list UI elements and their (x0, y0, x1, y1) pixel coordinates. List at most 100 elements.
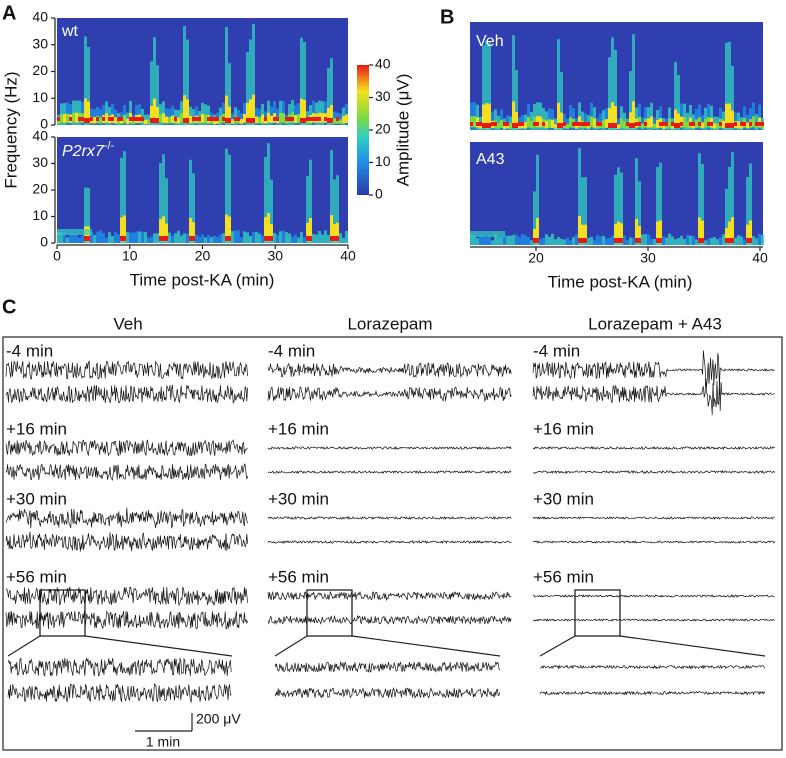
spectro-cell (138, 117, 141, 121)
spectro-cell (518, 123, 521, 129)
column-title: Veh (113, 314, 142, 333)
spectro-cell (575, 124, 578, 129)
spectro-cell (680, 122, 683, 126)
spectro-cell (147, 119, 150, 124)
spectro-cell (90, 232, 93, 243)
spectro-cell (596, 123, 599, 129)
spectro-burst (581, 224, 584, 242)
spectro-burst (84, 118, 87, 123)
spectro-burst (674, 61, 677, 130)
spectro-cell (258, 233, 261, 243)
spectro-burst (731, 110, 734, 127)
spectro-cell (602, 235, 605, 245)
spectro-cell (644, 234, 647, 245)
spectro-burst (557, 123, 560, 128)
eeg-trace (532, 540, 775, 544)
spectro-cell (159, 114, 162, 123)
spectro-cell (497, 122, 500, 129)
row-label: +16 min (6, 419, 67, 438)
spectro-cell (641, 234, 644, 245)
spectro-burst (488, 103, 491, 126)
spectro-cell (698, 122, 701, 126)
spectro-cell (312, 100, 315, 125)
colorbar-tick-label: 40 (375, 56, 391, 72)
spectro-cell (488, 235, 491, 245)
eeg-trace (532, 618, 775, 622)
spectro-cell (171, 235, 174, 243)
spectro-burst (123, 151, 126, 243)
spectro-cell (141, 231, 144, 243)
spectro-cell (698, 104, 701, 130)
spectro-cell (216, 118, 219, 124)
spectro-cell (285, 119, 288, 124)
spectro-cell (596, 122, 599, 126)
spectro-burst (629, 123, 632, 128)
colorbar-tick-label: 30 (375, 88, 391, 104)
spectro-cell (234, 117, 237, 121)
spectro-cell (653, 123, 656, 129)
spectro-burst (249, 99, 252, 121)
spectro-cell (180, 113, 183, 123)
spectro-cell (213, 119, 216, 124)
spectro-burst (192, 222, 195, 240)
eeg-trace (267, 445, 512, 450)
spectro-cell (126, 118, 129, 124)
spectro-cell (120, 117, 123, 121)
eeg-trace (539, 690, 766, 696)
spectro-burst (728, 221, 731, 242)
panel-label: C (2, 296, 16, 318)
spectro-burst (162, 216, 165, 239)
panel-label: A (2, 2, 16, 24)
spectro-burst (150, 61, 153, 125)
zoom-box (574, 589, 621, 637)
spectro-cell (623, 121, 626, 129)
eeg-trace (532, 378, 775, 415)
spectro-cell (602, 120, 605, 129)
spectro-burst (533, 228, 536, 243)
spectro-cell (680, 235, 683, 245)
spectro-cell (237, 117, 240, 121)
x-tick-label: 20 (528, 250, 544, 266)
spectro-cell (96, 117, 99, 121)
spectro-burst (150, 118, 153, 123)
spectro-cell (641, 123, 644, 129)
spectro-burst (189, 159, 192, 243)
spectro-burst (515, 123, 518, 128)
label-superscript: -/- (104, 140, 115, 152)
y-axis-label: Frequency (Hz) (1, 71, 20, 188)
spectro-cell (572, 237, 575, 245)
spectro-cell (527, 117, 530, 128)
spectro-cell (96, 231, 99, 243)
spectro-cell (318, 117, 321, 121)
spectro-burst (303, 118, 306, 123)
spectro-burst (300, 118, 303, 123)
spectro-cell (114, 117, 117, 124)
spectro-cell (536, 116, 539, 128)
spectro-cell (479, 123, 482, 129)
spectro-burst (306, 176, 309, 243)
spectro-burst (84, 236, 87, 241)
spectro-cell (171, 115, 174, 124)
spectro-burst (728, 167, 731, 245)
spectro-burst (620, 172, 623, 245)
spectro-cell (96, 106, 99, 125)
spectro-cell (234, 230, 237, 243)
spectro-cell (593, 239, 596, 245)
spectro-cell (168, 116, 171, 124)
y-tick-label: 30 (32, 154, 48, 170)
x-tick-label: 20 (195, 248, 211, 264)
spectro-cell (147, 237, 150, 243)
spectro-cell (647, 234, 650, 245)
spectro-cell (665, 237, 668, 245)
spectro-cell (722, 120, 725, 129)
spectro-burst (120, 217, 123, 239)
spectro-burst (165, 236, 168, 241)
zoom-box (39, 589, 86, 637)
spectro-cell (509, 235, 512, 245)
spectro-cell (231, 119, 234, 124)
spectro-burst (228, 63, 231, 125)
spectro-cell (93, 117, 96, 124)
spectro-burst (183, 95, 186, 121)
spectro-cell (599, 122, 602, 126)
spectro-burst (300, 37, 303, 125)
